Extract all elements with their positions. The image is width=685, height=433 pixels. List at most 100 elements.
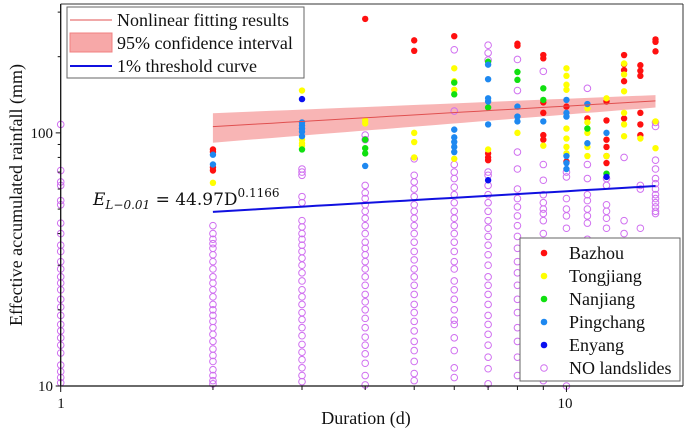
point [410, 221, 419, 230]
point [361, 273, 369, 281]
point [451, 143, 458, 151]
point [298, 277, 306, 285]
legend-threshold-label: 1% threshold curve [117, 56, 257, 76]
point [484, 198, 492, 207]
point [484, 224, 492, 233]
point [484, 241, 492, 249]
point [637, 67, 644, 74]
point [484, 146, 492, 153]
point [410, 229, 419, 238]
point [602, 214, 611, 223]
legend-top: Nonlinear fitting results 95% confidence… [66, 6, 305, 79]
point [451, 79, 458, 86]
point [450, 221, 459, 230]
point [209, 257, 217, 266]
point [637, 121, 644, 128]
point [209, 179, 217, 187]
legend-label-no-landslides: NO landslides [569, 358, 672, 378]
point [450, 285, 459, 294]
point [298, 87, 306, 94]
point [539, 229, 548, 238]
point [209, 273, 217, 281]
point [484, 320, 492, 329]
point [298, 355, 306, 364]
point [410, 273, 419, 281]
point [513, 194, 522, 203]
point [484, 98, 492, 105]
point [298, 95, 306, 103]
x-axis-label: Duration (d) [321, 408, 410, 429]
point [209, 300, 217, 309]
point [361, 323, 369, 332]
point [411, 129, 418, 137]
point [209, 239, 217, 248]
point [361, 120, 369, 127]
point [450, 334, 459, 342]
point [450, 373, 459, 382]
point [540, 136, 547, 143]
point [450, 229, 459, 238]
point [620, 51, 628, 59]
point [450, 45, 459, 54]
point [451, 126, 458, 133]
point [361, 359, 369, 368]
point [209, 365, 217, 374]
point [602, 200, 611, 209]
point [451, 134, 458, 141]
point [209, 317, 217, 326]
point [539, 209, 548, 218]
point [484, 364, 492, 373]
point [637, 62, 644, 69]
point [298, 192, 306, 201]
point [583, 190, 592, 199]
point [603, 173, 610, 181]
point [651, 190, 660, 199]
point [602, 207, 611, 216]
point [583, 212, 592, 220]
point [410, 346, 419, 355]
point [583, 160, 592, 169]
legend-bottom: Bazhou Tongjiang Nanjiang Pingchang Enyang NO… [519, 237, 681, 382]
legend-label-tongjiang: Tongjiang [569, 266, 642, 286]
point [361, 238, 369, 246]
legend-label-bazhou: Bazhou [569, 243, 624, 263]
point [361, 306, 369, 314]
point [563, 152, 570, 160]
point [410, 247, 419, 256]
point [484, 353, 492, 361]
point [209, 161, 217, 168]
point [563, 165, 570, 173]
point [484, 273, 492, 281]
point [410, 185, 419, 193]
point [651, 194, 660, 203]
point [484, 250, 492, 259]
point [298, 323, 306, 332]
point [361, 250, 369, 259]
y-axis-label: Effective accumulated rainfall (mm) [6, 64, 27, 326]
y-tick-label-10: 10 [38, 379, 53, 395]
point [563, 81, 570, 88]
point [584, 152, 591, 160]
point [209, 371, 217, 380]
legend-marker-bazhou [540, 249, 548, 257]
point [410, 200, 419, 209]
point [603, 117, 610, 124]
point [298, 315, 306, 324]
y-tick-label-100: 100 [31, 126, 54, 142]
point [209, 279, 217, 287]
point [361, 314, 369, 323]
point [620, 216, 628, 225]
legend-marker-pingchang [540, 318, 548, 326]
point [603, 143, 610, 151]
point [513, 165, 522, 173]
point [563, 143, 570, 151]
point [583, 205, 592, 213]
point [583, 174, 592, 183]
point [539, 176, 548, 185]
point [603, 159, 610, 167]
point [484, 41, 492, 50]
point [209, 311, 217, 320]
point [209, 250, 217, 259]
point [514, 103, 521, 110]
